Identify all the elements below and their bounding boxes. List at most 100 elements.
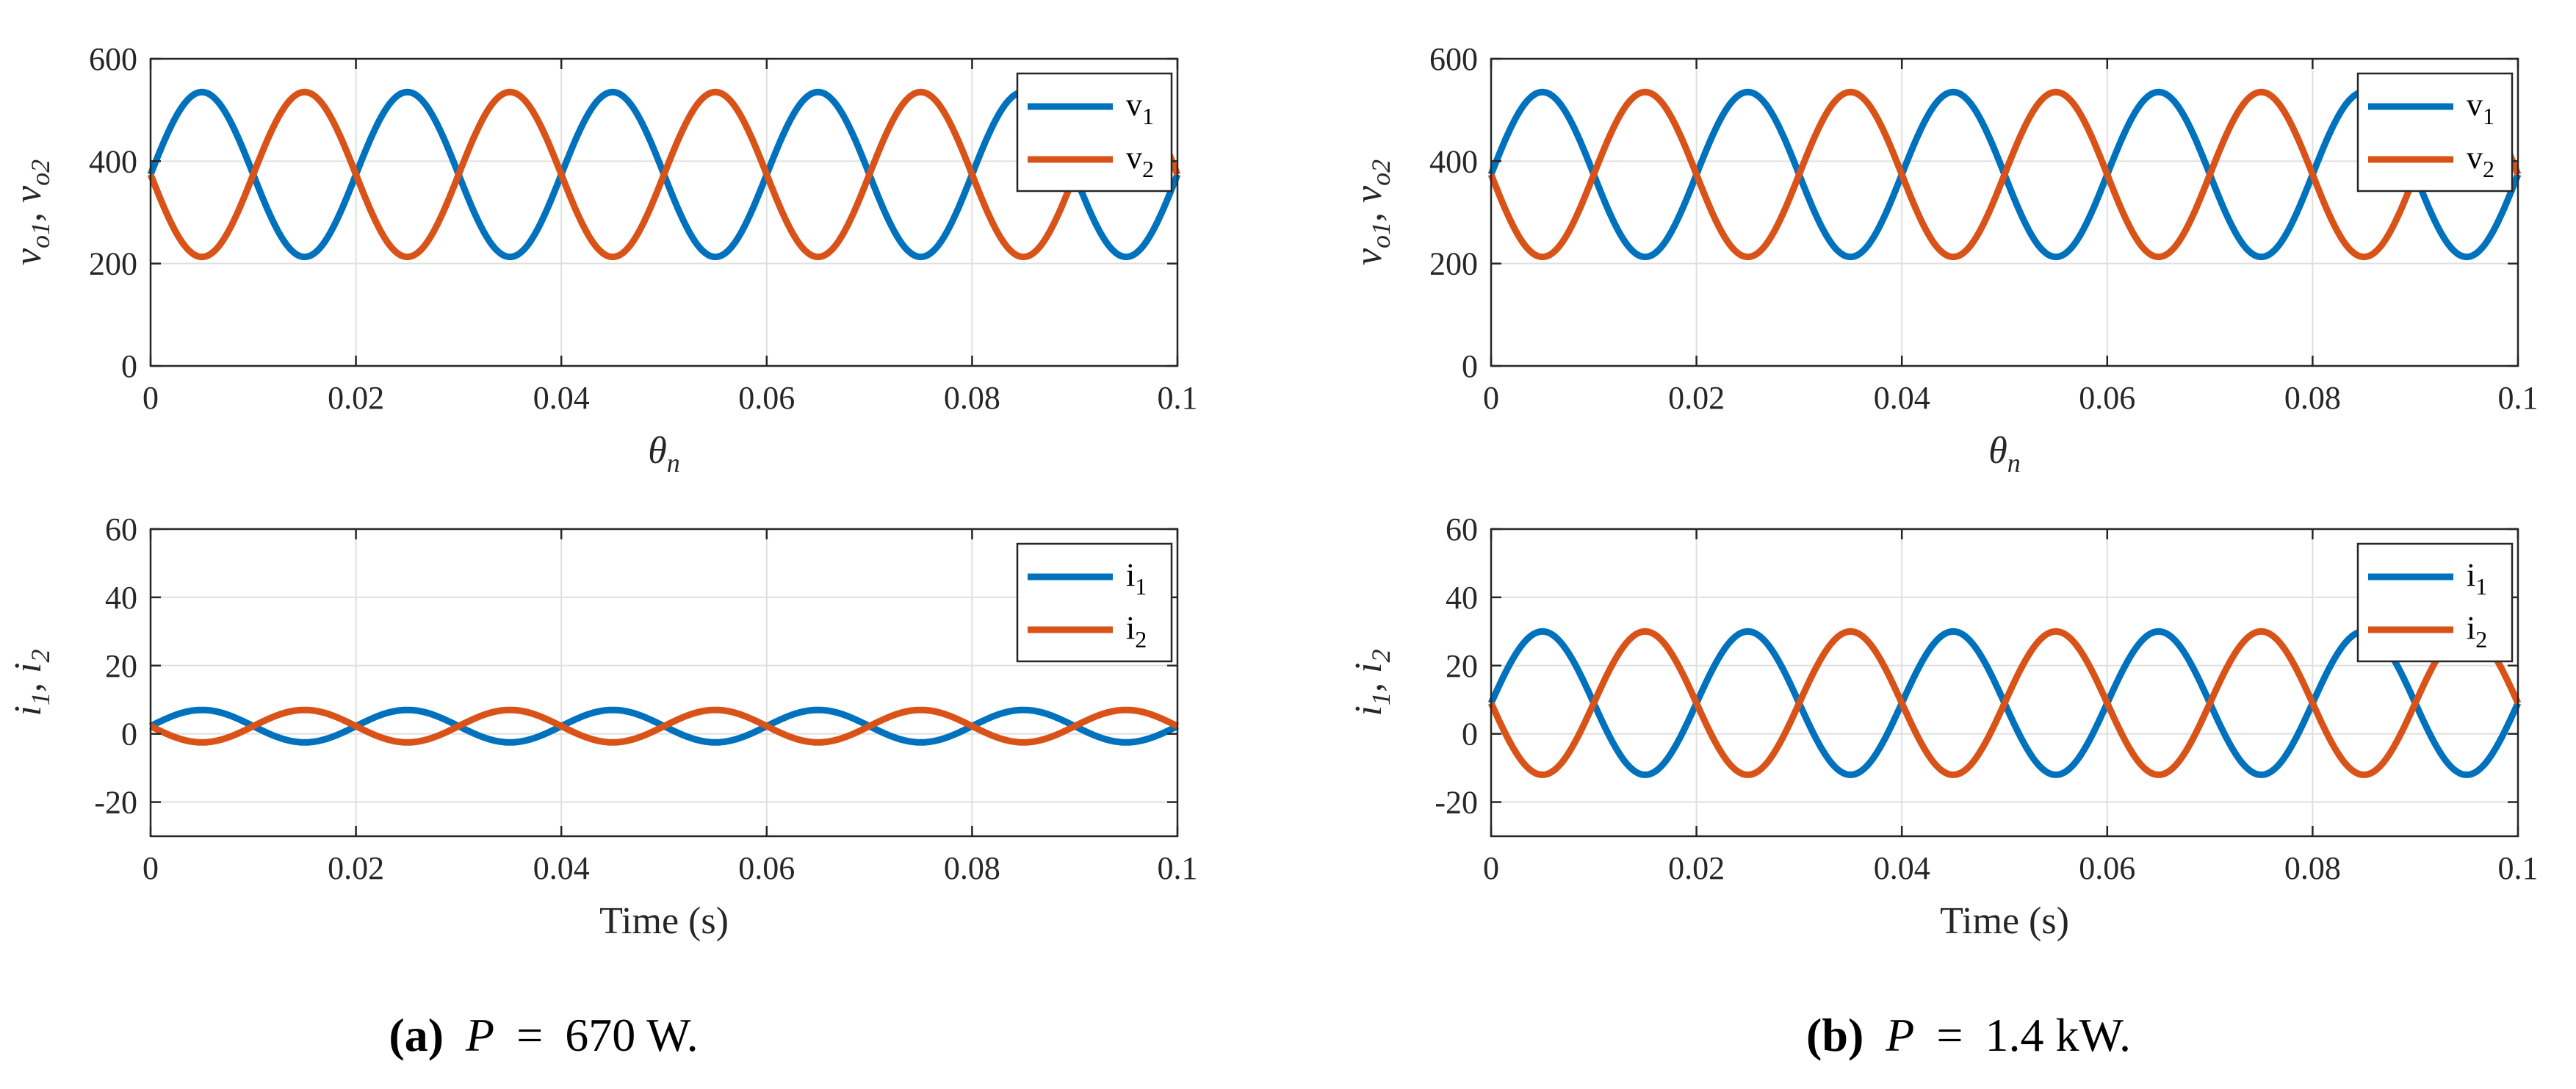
x-axis-label-sub: n [667, 448, 680, 478]
legend-label-i2: i2 [2467, 610, 2487, 653]
y-axis-label-part: o1 [26, 222, 55, 248]
legend-label-base: i [2467, 557, 2475, 593]
x-axis-label-main: θ [648, 430, 667, 472]
legend-box [1016, 72, 1173, 193]
x-tick-label: 0.1 [2498, 850, 2539, 886]
y-axis-label-part: o2 [1366, 159, 1396, 186]
legend-label-i2: i2 [1126, 610, 1147, 653]
x-tick-label: 0.02 [328, 850, 384, 886]
x-tick-label: 0 [1483, 380, 1499, 416]
y-axis-label-part: , [7, 673, 49, 692]
legend-label-base: v [1126, 87, 1142, 123]
y-tick-label: 40 [1446, 580, 1478, 616]
x-tick-label: 0 [142, 850, 159, 886]
y-axis-label: i1, i2 [1348, 650, 1396, 716]
y-axis-label-part: i [1348, 663, 1390, 673]
y-axis-label-part: i [1348, 705, 1390, 716]
x-tick-label: 0.02 [328, 380, 384, 416]
x-axis-label-main: Time (s) [599, 900, 729, 942]
x-tick-label: 0.06 [738, 380, 795, 416]
y-tick-label: 20 [105, 648, 137, 684]
x-tick-label: 0.08 [2284, 850, 2341, 886]
x-tick-label: 0.04 [533, 380, 590, 416]
axes-frame [149, 528, 1179, 838]
legend-label-sub: 2 [2483, 156, 2494, 182]
legend-label-base: v [2467, 87, 2483, 123]
x-axis-label-sub: n [2007, 448, 2021, 478]
y-tick-label: 200 [89, 246, 137, 282]
y-axis-label-part: , [1348, 203, 1390, 222]
y-axis-label: vo1, vo2 [1348, 159, 1396, 265]
legend-box [2356, 542, 2514, 663]
legend-label-v1: v1 [1126, 87, 1154, 129]
x-tick-label: 0.04 [1874, 380, 1930, 416]
x-tick-label: 0 [1483, 850, 1499, 886]
y-tick-label: 600 [1429, 41, 1478, 77]
caption-a: (a) P = 670 W. [389, 1009, 698, 1061]
axes-frame [1490, 528, 2519, 838]
x-tick-label: 0.1 [1158, 380, 1198, 416]
legend-label-v1: v1 [2467, 87, 2494, 129]
legend-label-i1: i1 [1126, 557, 1147, 600]
legend-label-base: i [1126, 557, 1135, 593]
x-axis-label: θn [1988, 430, 2021, 478]
y-axis-label-part: 1 [1366, 692, 1396, 705]
y-axis-label: i1, i2 [7, 650, 55, 716]
x-tick-label: 0.04 [533, 850, 590, 886]
y-tick-label: 0 [1462, 348, 1478, 384]
x-tick-label: 0.06 [2079, 850, 2135, 886]
y-tick-label: -20 [94, 785, 137, 821]
y-tick-label: 200 [1429, 246, 1478, 282]
legend-label-sub: 1 [2475, 573, 2487, 600]
y-axis-label-part: o1 [1366, 222, 1396, 248]
y-axis-label-part: v [1348, 185, 1390, 203]
legend-box [1016, 542, 1173, 663]
legend-label-sub: 2 [2475, 626, 2487, 653]
x-tick-label: 0.1 [1158, 850, 1198, 886]
caption-b: (b) P = 1.4 kW. [1806, 1009, 2131, 1061]
legend-label-base: i [1126, 610, 1135, 646]
y-axis-label-part: v [1348, 248, 1390, 265]
x-tick-label: 0.1 [2498, 380, 2539, 416]
x-tick-label: 0 [142, 380, 159, 416]
y-axis-label-part: v [7, 185, 49, 203]
legend-label-sub: 1 [2483, 103, 2494, 129]
x-tick-label: 0.02 [1668, 380, 1725, 416]
series-line-v2 [147, 88, 1181, 261]
x-tick-label: 0.06 [738, 850, 795, 886]
y-tick-label: 400 [89, 143, 137, 179]
y-axis-label: vo1, vo2 [7, 159, 55, 265]
x-tick-label: 0.08 [944, 850, 1000, 886]
y-axis-label-part: i [7, 705, 49, 716]
axes-frame [149, 57, 1179, 367]
y-tick-label: 0 [1462, 716, 1478, 752]
y-axis-label-part: o2 [26, 159, 55, 186]
x-tick-label: 0.04 [1874, 850, 1930, 886]
legend-label-sub: 2 [1135, 626, 1147, 653]
legend-label-sub: 1 [1135, 573, 1147, 600]
y-tick-label: 600 [89, 41, 137, 77]
x-tick-label: 0.02 [1668, 850, 1725, 886]
legend-label-v2: v2 [2467, 140, 2494, 182]
y-axis-label-part: , [1348, 673, 1390, 692]
x-axis-label-main: θ [1988, 430, 2007, 472]
y-axis-label-part: 2 [1366, 650, 1396, 663]
legend-label-i1: i1 [2467, 557, 2487, 600]
y-tick-label: 0 [121, 348, 137, 384]
x-tick-label: 0.08 [2284, 380, 2341, 416]
x-tick-label: 0.06 [2079, 380, 2135, 416]
legend-label-base: v [1126, 140, 1142, 176]
axes-frame [1490, 57, 2519, 367]
y-axis-label-part: v [7, 248, 49, 265]
x-axis-label: θn [648, 430, 680, 478]
x-axis-label: Time (s) [1940, 900, 2069, 942]
legend-box [2356, 72, 2514, 193]
